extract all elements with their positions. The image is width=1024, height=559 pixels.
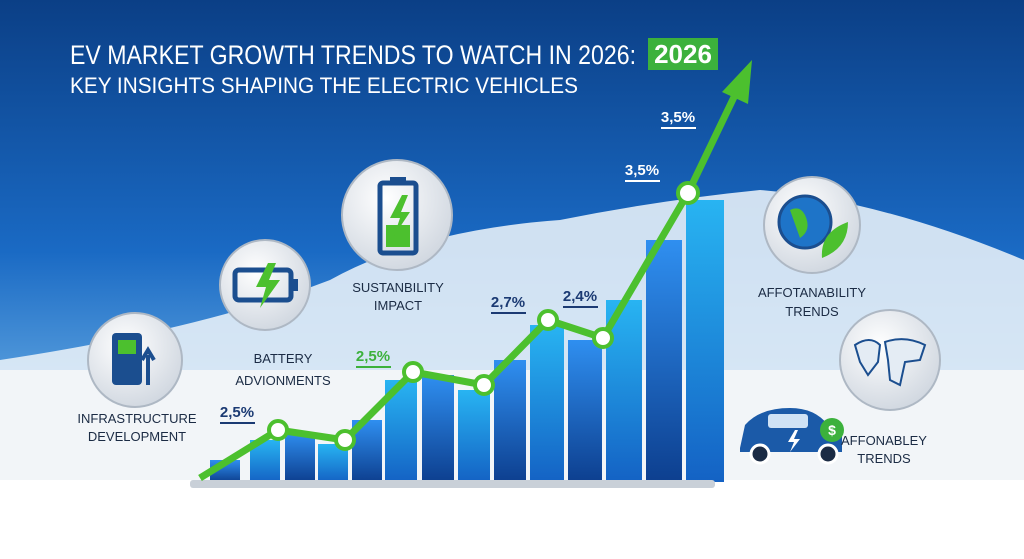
insight-label: IMPACT bbox=[374, 298, 422, 313]
insight-label: SUSTANBILITY bbox=[352, 280, 444, 295]
floor-front bbox=[0, 480, 1024, 559]
trend-point bbox=[473, 374, 495, 396]
insight-label: TRENDS bbox=[857, 451, 911, 466]
bar bbox=[530, 325, 564, 482]
point-label: 3,5% bbox=[625, 162, 659, 179]
point-label: 2,5% bbox=[356, 348, 390, 365]
insight-label: TRENDS bbox=[785, 304, 839, 319]
title: EV MARKET GROWTH TRENDS TO WATCH IN 2026… bbox=[70, 40, 636, 70]
insight-label: AFFOTANABILITY bbox=[758, 285, 866, 300]
icon-infrastructure bbox=[87, 312, 183, 408]
point-label: 3,5% bbox=[661, 109, 695, 126]
point-label: 2,4% bbox=[563, 288, 597, 305]
bar bbox=[606, 300, 642, 482]
bar bbox=[494, 360, 526, 482]
trend-point bbox=[402, 361, 424, 383]
subtitle: KEY INSIGHTS SHAPING THE ELECTRIC VEHICL… bbox=[70, 73, 578, 98]
icon-sustainability bbox=[341, 159, 453, 271]
bar bbox=[686, 200, 724, 482]
icon-globe bbox=[763, 176, 861, 274]
trend-point bbox=[334, 429, 356, 451]
insight-label: AFFONABLEY bbox=[841, 433, 927, 448]
icon-car: $ bbox=[740, 408, 844, 465]
insight-label: INFRASTRUCTURE bbox=[77, 411, 196, 426]
bar bbox=[646, 240, 682, 482]
bars bbox=[210, 200, 724, 482]
svg-text:$: $ bbox=[828, 422, 836, 438]
trend-arrow bbox=[722, 60, 752, 104]
bar bbox=[568, 340, 602, 482]
trend-points bbox=[267, 181, 700, 451]
trend-point bbox=[267, 419, 289, 441]
bar bbox=[285, 432, 315, 482]
trend-point bbox=[537, 309, 559, 331]
platform bbox=[190, 480, 715, 488]
icon-map bbox=[839, 309, 941, 411]
badge-box bbox=[648, 38, 718, 70]
point-label: 2,5% bbox=[220, 404, 254, 421]
badge: 2026 bbox=[654, 39, 712, 69]
bar bbox=[458, 390, 490, 482]
insight-label: ADVIONMENTS bbox=[235, 373, 331, 388]
point-label: 2,7% bbox=[491, 294, 525, 311]
trend-point bbox=[676, 181, 700, 205]
insight-label: BATTERY bbox=[254, 351, 313, 366]
trend-point bbox=[592, 327, 614, 349]
icon-battery bbox=[219, 239, 311, 331]
bar bbox=[422, 375, 454, 482]
insight-label: DEVELOPMENT bbox=[88, 429, 186, 444]
